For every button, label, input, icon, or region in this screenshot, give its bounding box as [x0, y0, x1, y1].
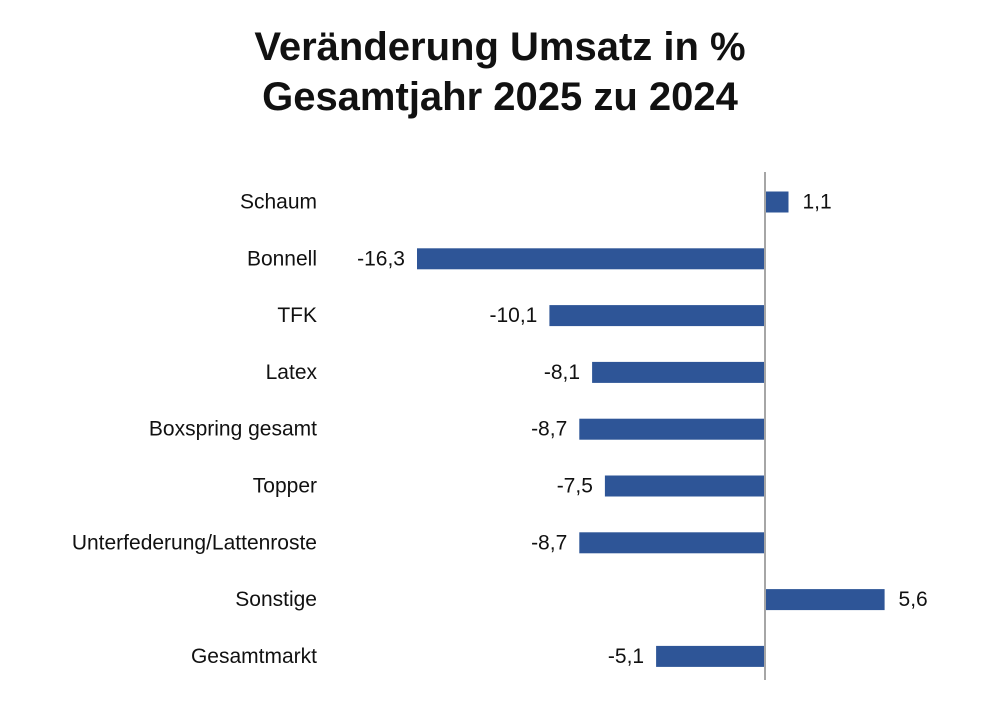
data-label: -5,1: [608, 645, 644, 668]
data-label: 5,6: [899, 588, 928, 611]
category-label: Bonnell: [247, 247, 317, 270]
bar-4: [592, 361, 765, 383]
bar-1: [765, 191, 789, 213]
bar-6: [604, 475, 765, 497]
bar-3: [549, 305, 765, 327]
category-label: Schaum: [240, 191, 317, 214]
chart-title-line1: Veränderung Umsatz in %: [254, 25, 746, 69]
data-label: -10,1: [489, 304, 537, 327]
category-label: Latex: [266, 361, 318, 384]
data-label: 1,1: [802, 191, 831, 214]
category-label: Topper: [253, 475, 317, 498]
data-label: -16,3: [357, 247, 405, 270]
bar-5: [579, 418, 765, 440]
bar-8: [765, 589, 885, 611]
data-label: -8,7: [531, 418, 567, 441]
category-label: Gesamtmarkt: [191, 645, 317, 668]
bar-9: [656, 645, 765, 667]
category-label: TFK: [277, 304, 317, 327]
category-label: Sonstige: [235, 588, 317, 611]
category-label: Unterfederung/Lattenroste: [72, 531, 317, 554]
data-label: -8,1: [544, 361, 580, 384]
bar-2: [417, 248, 765, 270]
bar-7: [579, 532, 765, 554]
chart-subtitle: Gesamtjahr 2025 zu 2024: [262, 75, 738, 119]
data-label: -7,5: [557, 475, 593, 498]
category-label: Boxspring gesamt: [149, 418, 317, 441]
chart-title: Veränderung Umsatz in % Gesamtjahr 2025 …: [0, 22, 1000, 122]
data-label: -8,7: [531, 531, 567, 554]
